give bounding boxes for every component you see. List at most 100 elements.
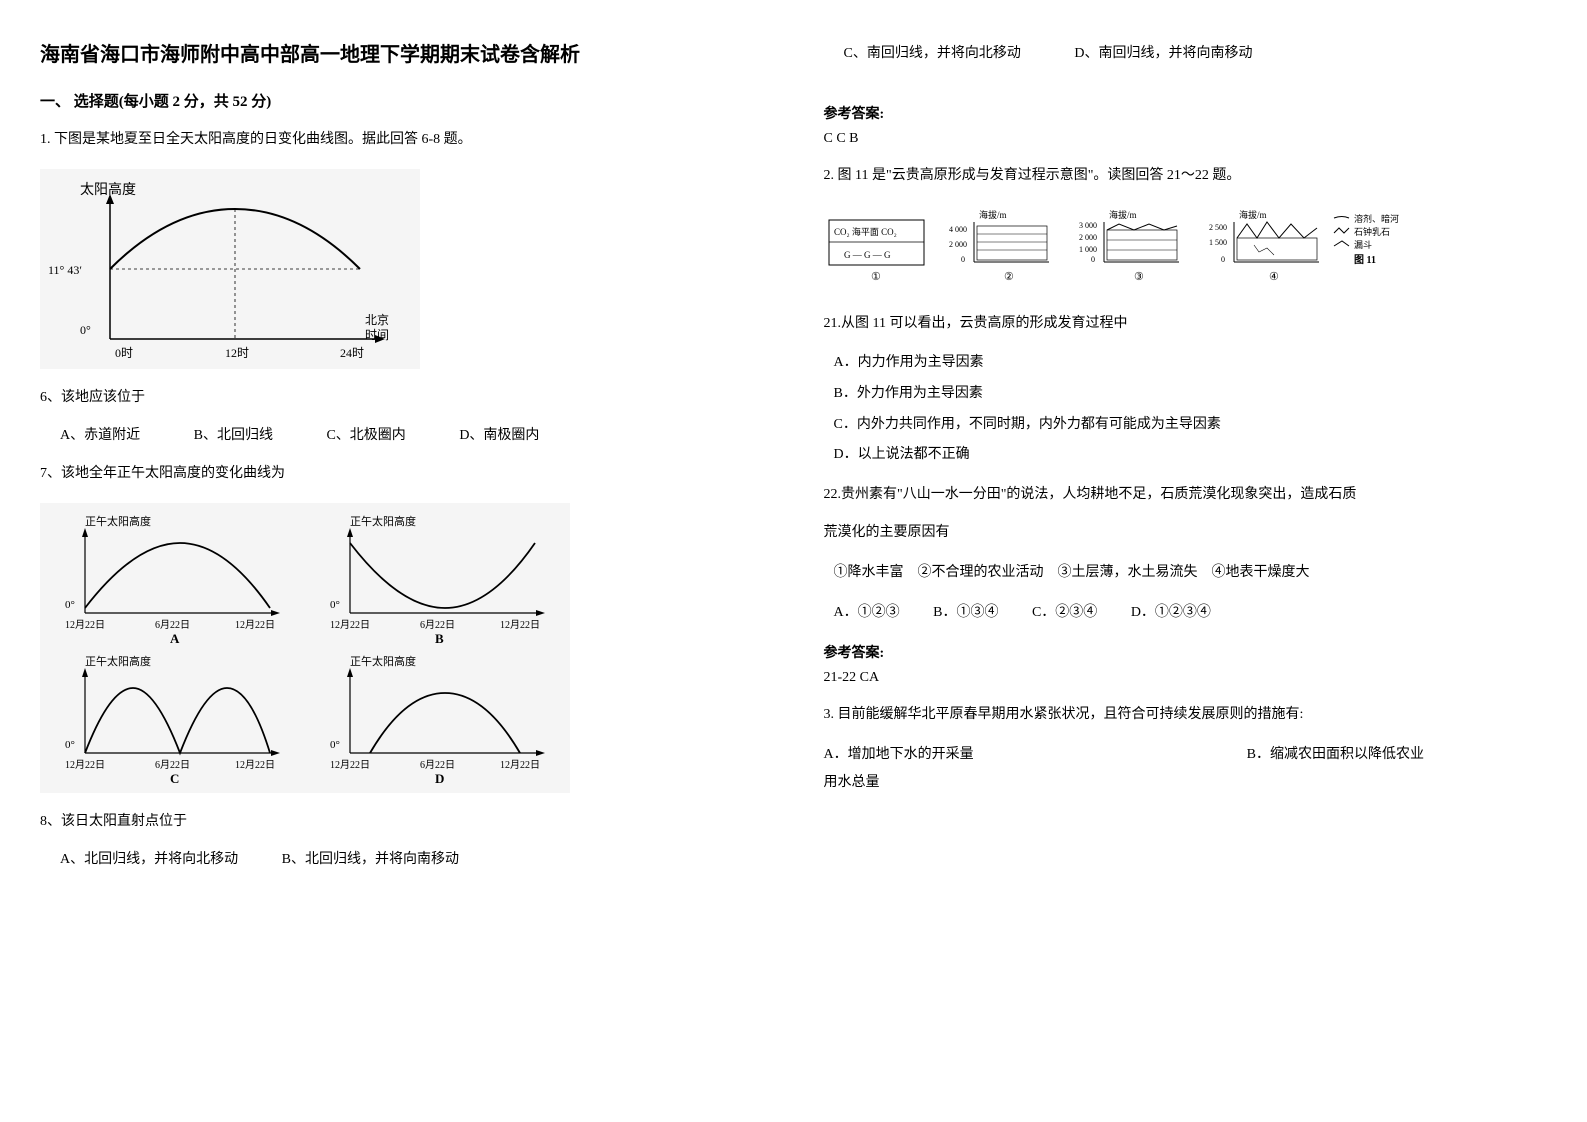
svg-text:2 000: 2 000 [1079,233,1097,242]
chart-ylabel: 太阳高度 [80,181,136,198]
svg-text:0°: 0° [65,599,75,611]
svg-text:漏斗: 漏斗 [1354,239,1372,250]
svg-text:正午太阳高度: 正午太阳高度 [85,514,151,528]
svg-text:0°: 0° [80,323,91,337]
svg-text:图 11: 图 11 [1354,254,1376,266]
svg-text:海拔/m: 海拔/m [979,209,1007,220]
svg-text:海拔/m: 海拔/m [1239,209,1267,220]
svg-text:②: ② [1004,271,1014,283]
svg-text:12月22日: 12月22日 [65,619,105,631]
q1-chart: 太阳高度 11° 43′ 0° 0时 12时 24时 北京 时间 [40,169,764,369]
q22-opt-b: B．①③④ [933,599,998,627]
svg-text:12月22日: 12月22日 [500,759,540,771]
q22-text: 22.贵州素有"八山一水一分田"的说法，人均耕地不足，石质荒漠化现象突出，造成石… [824,481,1548,509]
svg-text:④: ④ [1269,271,1279,283]
svg-text:0: 0 [1091,255,1095,264]
svg-text:G — G — G: G — G — G [844,250,891,260]
svg-text:2 500: 2 500 [1209,223,1227,232]
svg-text:①: ① [871,271,881,283]
q3-stem: 3. 目前能缓解华北平原春早期用水紧张状况，且符合可持续发展原则的措施有: [824,701,1548,729]
answer-label-2: 参考答案: [824,642,1548,662]
q6-text: 6、该地应该位于 [40,384,764,412]
q2-diagram: CO₂ 海平面 CO₂ G — G — G ① 海拔/m 4 000 2 000… [824,205,1548,295]
left-column: 海南省海口市海师附中高中部高一地理下学期期末试卷含解析 一、 选择题(每小题 2… [40,40,764,874]
svg-text:2 000: 2 000 [949,240,967,249]
svg-text:12月22日: 12月22日 [500,619,540,631]
q8-options-row1: A、北回归线，并将向北移动 B、北回归线，并将向南移动 [60,846,764,874]
q6-opt-a: A、赤道附近 [60,422,140,450]
q7-charts: 正午太阳高度 0° 12月22日 6月22日 12月22日 A 正午太阳高度 [40,503,764,793]
svg-text:北京: 北京 [365,313,389,327]
svg-text:B: B [435,631,444,646]
q1-answer: C C B [824,131,1548,147]
q22-items: ①降水丰富 ②不合理的农业活动 ③土层薄，水土易流失 ④地表干燥度大 [834,559,1548,587]
svg-text:正午太阳高度: 正午太阳高度 [85,654,151,668]
q6-opt-d: D、南极圈内 [459,422,539,450]
svg-text:11° 43′: 11° 43′ [48,263,82,277]
svg-text:D: D [435,771,444,786]
svg-text:6月22日: 6月22日 [420,619,455,631]
svg-text:0: 0 [961,255,965,264]
q2-answer: 21-22 CA [824,670,1548,686]
q8-opt-a: A、北回归线，并将向北移动 [60,846,238,874]
exam-title: 海南省海口市海师附中高中部高一地理下学期期末试卷含解析 [40,40,764,70]
q3-opt-a: A．增加地下水的开采量 [824,741,1244,769]
svg-text:0: 0 [1221,255,1225,264]
svg-text:0°: 0° [65,739,75,751]
q8-options-row2: C、南回归线，并将向北移动 D、南回归线，并将向南移动 [844,40,1548,68]
svg-text:12月22日: 12月22日 [235,759,275,771]
svg-text:③: ③ [1134,271,1144,283]
q22-cont: 荒漠化的主要原因有 [824,519,1548,547]
q8-opt-b: B、北回归线，并将向南移动 [282,846,459,874]
svg-text:6月22日: 6月22日 [155,619,190,631]
q21-options: A．内力作用为主导因素 B．外力作用为主导因素 C．内外力共同作用，不同时期，内… [834,348,1548,471]
q22-opt-a: A．①②③ [834,599,900,627]
q3-opt-b: B．缩减农田面积以降低农业 [1247,747,1424,762]
svg-text:石钟乳石: 石钟乳石 [1354,226,1390,237]
svg-text:时间: 时间 [365,328,389,342]
q6-opt-b: B、北回归线 [194,422,273,450]
right-column: C、南回归线，并将向北移动 D、南回归线，并将向南移动 参考答案: C C B … [824,40,1548,874]
svg-text:正午太阳高度: 正午太阳高度 [350,654,416,668]
q8-opt-d: D、南回归线，并将向南移动 [1074,40,1252,68]
svg-text:12月22日: 12月22日 [330,759,370,771]
svg-text:12月22日: 12月22日 [330,619,370,631]
q21-opt-a: A．内力作用为主导因素 [834,348,1548,379]
answer-label-1: 参考答案: [824,103,1548,123]
svg-text:24时: 24时 [340,346,364,360]
q21-opt-d: D．以上说法都不正确 [834,440,1548,471]
q22-options: A．①②③ B．①③④ C．②③④ D．①②③④ [834,599,1548,627]
svg-text:CO₂ 海平面 CO₂: CO₂ 海平面 CO₂ [834,226,897,237]
svg-text:C: C [170,771,179,786]
q21-opt-c: C．内外力共同作用，不同时期，内外力都有可能成为主导因素 [834,410,1548,441]
q8-opt-c: C、南回归线，并将向北移动 [844,40,1021,68]
svg-text:正午太阳高度: 正午太阳高度 [350,514,416,528]
q6-opt-c: C、北极圈内 [326,422,405,450]
q21-opt-b: B．外力作用为主导因素 [834,379,1548,410]
svg-text:A: A [170,631,180,646]
svg-text:3 000: 3 000 [1079,221,1097,230]
svg-text:6月22日: 6月22日 [155,759,190,771]
svg-text:1 000: 1 000 [1079,245,1097,254]
q22-opt-d: D．①②③④ [1131,599,1211,627]
svg-text:12月22日: 12月22日 [235,619,275,631]
q22-opt-c: C．②③④ [1032,599,1097,627]
svg-text:溶剂、暗河: 溶剂、暗河 [1354,213,1399,224]
svg-text:0°: 0° [330,599,340,611]
svg-text:海拔/m: 海拔/m [1109,209,1137,220]
svg-text:6月22日: 6月22日 [420,759,455,771]
section-1-header: 一、 选择题(每小题 2 分，共 52 分) [40,90,764,111]
svg-text:0时: 0时 [115,346,133,360]
svg-text:1 500: 1 500 [1209,238,1227,247]
q7-text: 7、该地全年正午太阳高度的变化曲线为 [40,460,764,488]
q21-text: 21.从图 11 可以看出，云贵高原的形成发育过程中 [824,310,1548,338]
svg-text:12月22日: 12月22日 [65,759,105,771]
svg-text:0°: 0° [330,739,340,751]
q1-stem: 1. 下图是某地夏至日全天太阳高度的日变化曲线图。据此回答 6-8 题。 [40,126,764,154]
q6-options: A、赤道附近 B、北回归线 C、北极圈内 D、南极圈内 [60,422,764,450]
q3-cont: 用水总量 [824,769,1548,797]
svg-text:12时: 12时 [225,346,249,360]
q2-stem: 2. 图 11 是"云贵高原形成与发育过程示意图"。读图回答 21～22 题。 [824,162,1548,190]
svg-text:4 000: 4 000 [949,225,967,234]
q8-text: 8、该日太阳直射点位于 [40,808,764,836]
